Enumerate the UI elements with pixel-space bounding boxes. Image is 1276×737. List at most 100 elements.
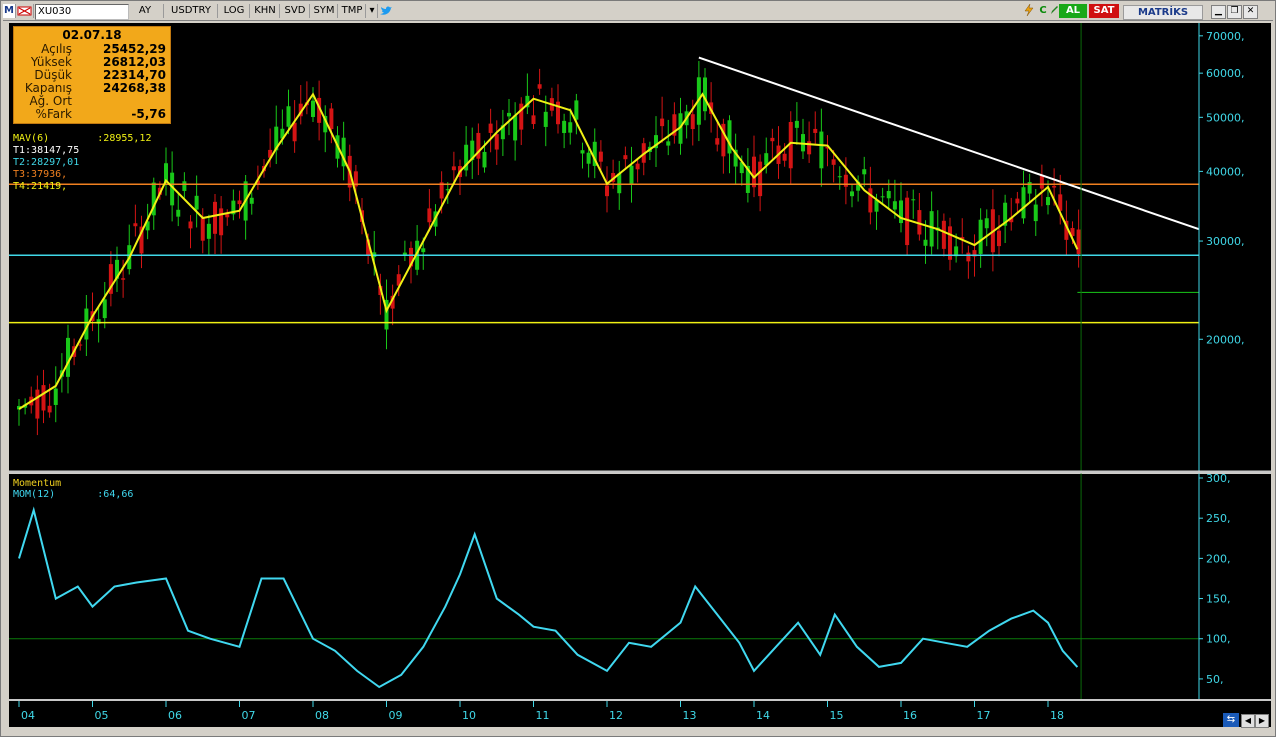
symbol-field[interactable]: XU030 — [35, 4, 129, 20]
candle-body — [41, 385, 46, 411]
candle-body — [886, 190, 891, 199]
candle-body — [745, 165, 750, 193]
candle-body — [396, 274, 401, 286]
candle-body — [194, 195, 199, 210]
lightning-icon[interactable] — [1023, 3, 1035, 18]
twitter-icon[interactable] — [379, 4, 393, 18]
candle-body — [801, 134, 805, 152]
candle-body — [666, 141, 671, 146]
candle-body — [525, 95, 530, 108]
trendline-t1 — [698, 56, 1200, 231]
candle-body — [1046, 197, 1050, 206]
time-tick-label: 10 — [462, 709, 476, 722]
candle-body — [617, 173, 622, 194]
chart-area[interactable]: 70000, 60000, 50000, 40000, 30000, 20000, 300,… — [9, 23, 1271, 729]
period-ay-button[interactable]: AY — [127, 4, 164, 18]
momentum-axis[interactable] — [1199, 474, 1271, 699]
candle-body — [439, 182, 444, 199]
candle-body — [941, 220, 946, 249]
momentum-tick-label: 200, — [1206, 552, 1231, 565]
time-tick-label: 11 — [536, 709, 550, 722]
m-icon[interactable]: M — [3, 4, 16, 18]
candle-body — [35, 389, 40, 419]
candle-body — [598, 151, 603, 162]
candle-body — [807, 141, 812, 155]
candle-body — [960, 237, 965, 239]
candle-body — [488, 123, 493, 133]
candle-body — [874, 199, 879, 212]
candle-body — [972, 250, 977, 257]
candle-body — [764, 153, 769, 166]
sell-button[interactable]: SAT — [1089, 4, 1119, 18]
candle-body — [978, 219, 983, 254]
candle-body — [611, 173, 616, 182]
candle-body — [837, 176, 842, 178]
buy-button[interactable]: AL — [1059, 4, 1087, 18]
refresh-icon[interactable]: C — [1039, 5, 1047, 16]
candle-body — [727, 120, 732, 154]
candle-body — [390, 295, 395, 309]
time-tick-label: 17 — [977, 709, 991, 722]
candle-body — [623, 155, 628, 160]
time-tick-label: 09 — [389, 709, 403, 722]
price-tick-label: 50000, — [1206, 111, 1245, 124]
price-axis[interactable] — [1199, 23, 1271, 471]
brand-logo: MATRİKS — [1123, 5, 1203, 20]
time-tick-label: 05 — [95, 709, 109, 722]
time-tick-label: 14 — [756, 709, 770, 722]
time-tick-label: 18 — [1050, 709, 1064, 722]
dropdown-icon[interactable]: ▾ — [367, 4, 378, 18]
scroll-left-icon[interactable]: ◀ — [1241, 714, 1255, 728]
candle-body — [182, 181, 187, 191]
candle-body — [819, 131, 824, 169]
time-tick-label: 06 — [168, 709, 182, 722]
candle-body — [954, 246, 959, 257]
alarm-icon[interactable] — [17, 4, 34, 18]
candle-body — [899, 200, 903, 224]
info-row-avg: Ağ. Ort — [29, 94, 72, 108]
time-axis — [9, 701, 1271, 727]
candle-body — [402, 252, 407, 256]
edit-icon[interactable] — [1049, 4, 1059, 18]
log-button[interactable]: LOG — [219, 4, 250, 18]
scroll-right-icon[interactable]: ▶ — [1255, 714, 1269, 728]
candle-body — [53, 388, 58, 405]
svd-button[interactable]: SVD — [281, 4, 310, 18]
candle-body — [188, 221, 193, 229]
candle-body — [102, 299, 107, 319]
price-panel[interactable] — [9, 23, 1199, 471]
sync-icon[interactable]: ⇆ — [1223, 713, 1239, 727]
tmp-button[interactable]: TMP — [339, 4, 366, 18]
time-tick-label: 07 — [242, 709, 256, 722]
sym-button[interactable]: SYM — [311, 4, 338, 18]
candle-body — [213, 201, 217, 234]
momentum-panel[interactable] — [9, 474, 1199, 699]
candle-body — [1033, 204, 1038, 222]
close-icon[interactable]: ✕ — [1243, 5, 1258, 19]
chart-canvas[interactable]: 70000, 60000, 50000, 40000, 30000, 20000, 300,… — [9, 23, 1271, 729]
candle-body — [286, 106, 291, 127]
candle-body — [513, 115, 518, 141]
minimize-icon[interactable]: ▁ — [1211, 5, 1226, 19]
t3-label: T3:37936, — [13, 169, 68, 180]
restore-icon[interactable]: ❐ — [1227, 5, 1242, 19]
price-tick-label: 70000, — [1206, 30, 1245, 43]
candle-body — [794, 120, 799, 128]
candle-body — [1039, 174, 1044, 189]
candle-body — [917, 210, 922, 235]
khn-button[interactable]: KHN — [251, 4, 280, 18]
candle-body — [170, 172, 175, 206]
candle-body — [341, 137, 346, 167]
momentum-tick-label: 250, — [1206, 512, 1231, 525]
candle-body — [268, 149, 273, 158]
candle-body — [445, 189, 450, 191]
candle-body — [206, 223, 211, 239]
candle-body — [635, 163, 640, 170]
usdtry-button[interactable]: USDTRY — [165, 4, 218, 18]
candle-body — [752, 156, 756, 188]
candle-body — [507, 112, 511, 117]
candle-body — [1021, 187, 1026, 219]
candle-body — [868, 188, 873, 213]
candle-body — [733, 149, 738, 167]
candle-body — [568, 122, 573, 133]
